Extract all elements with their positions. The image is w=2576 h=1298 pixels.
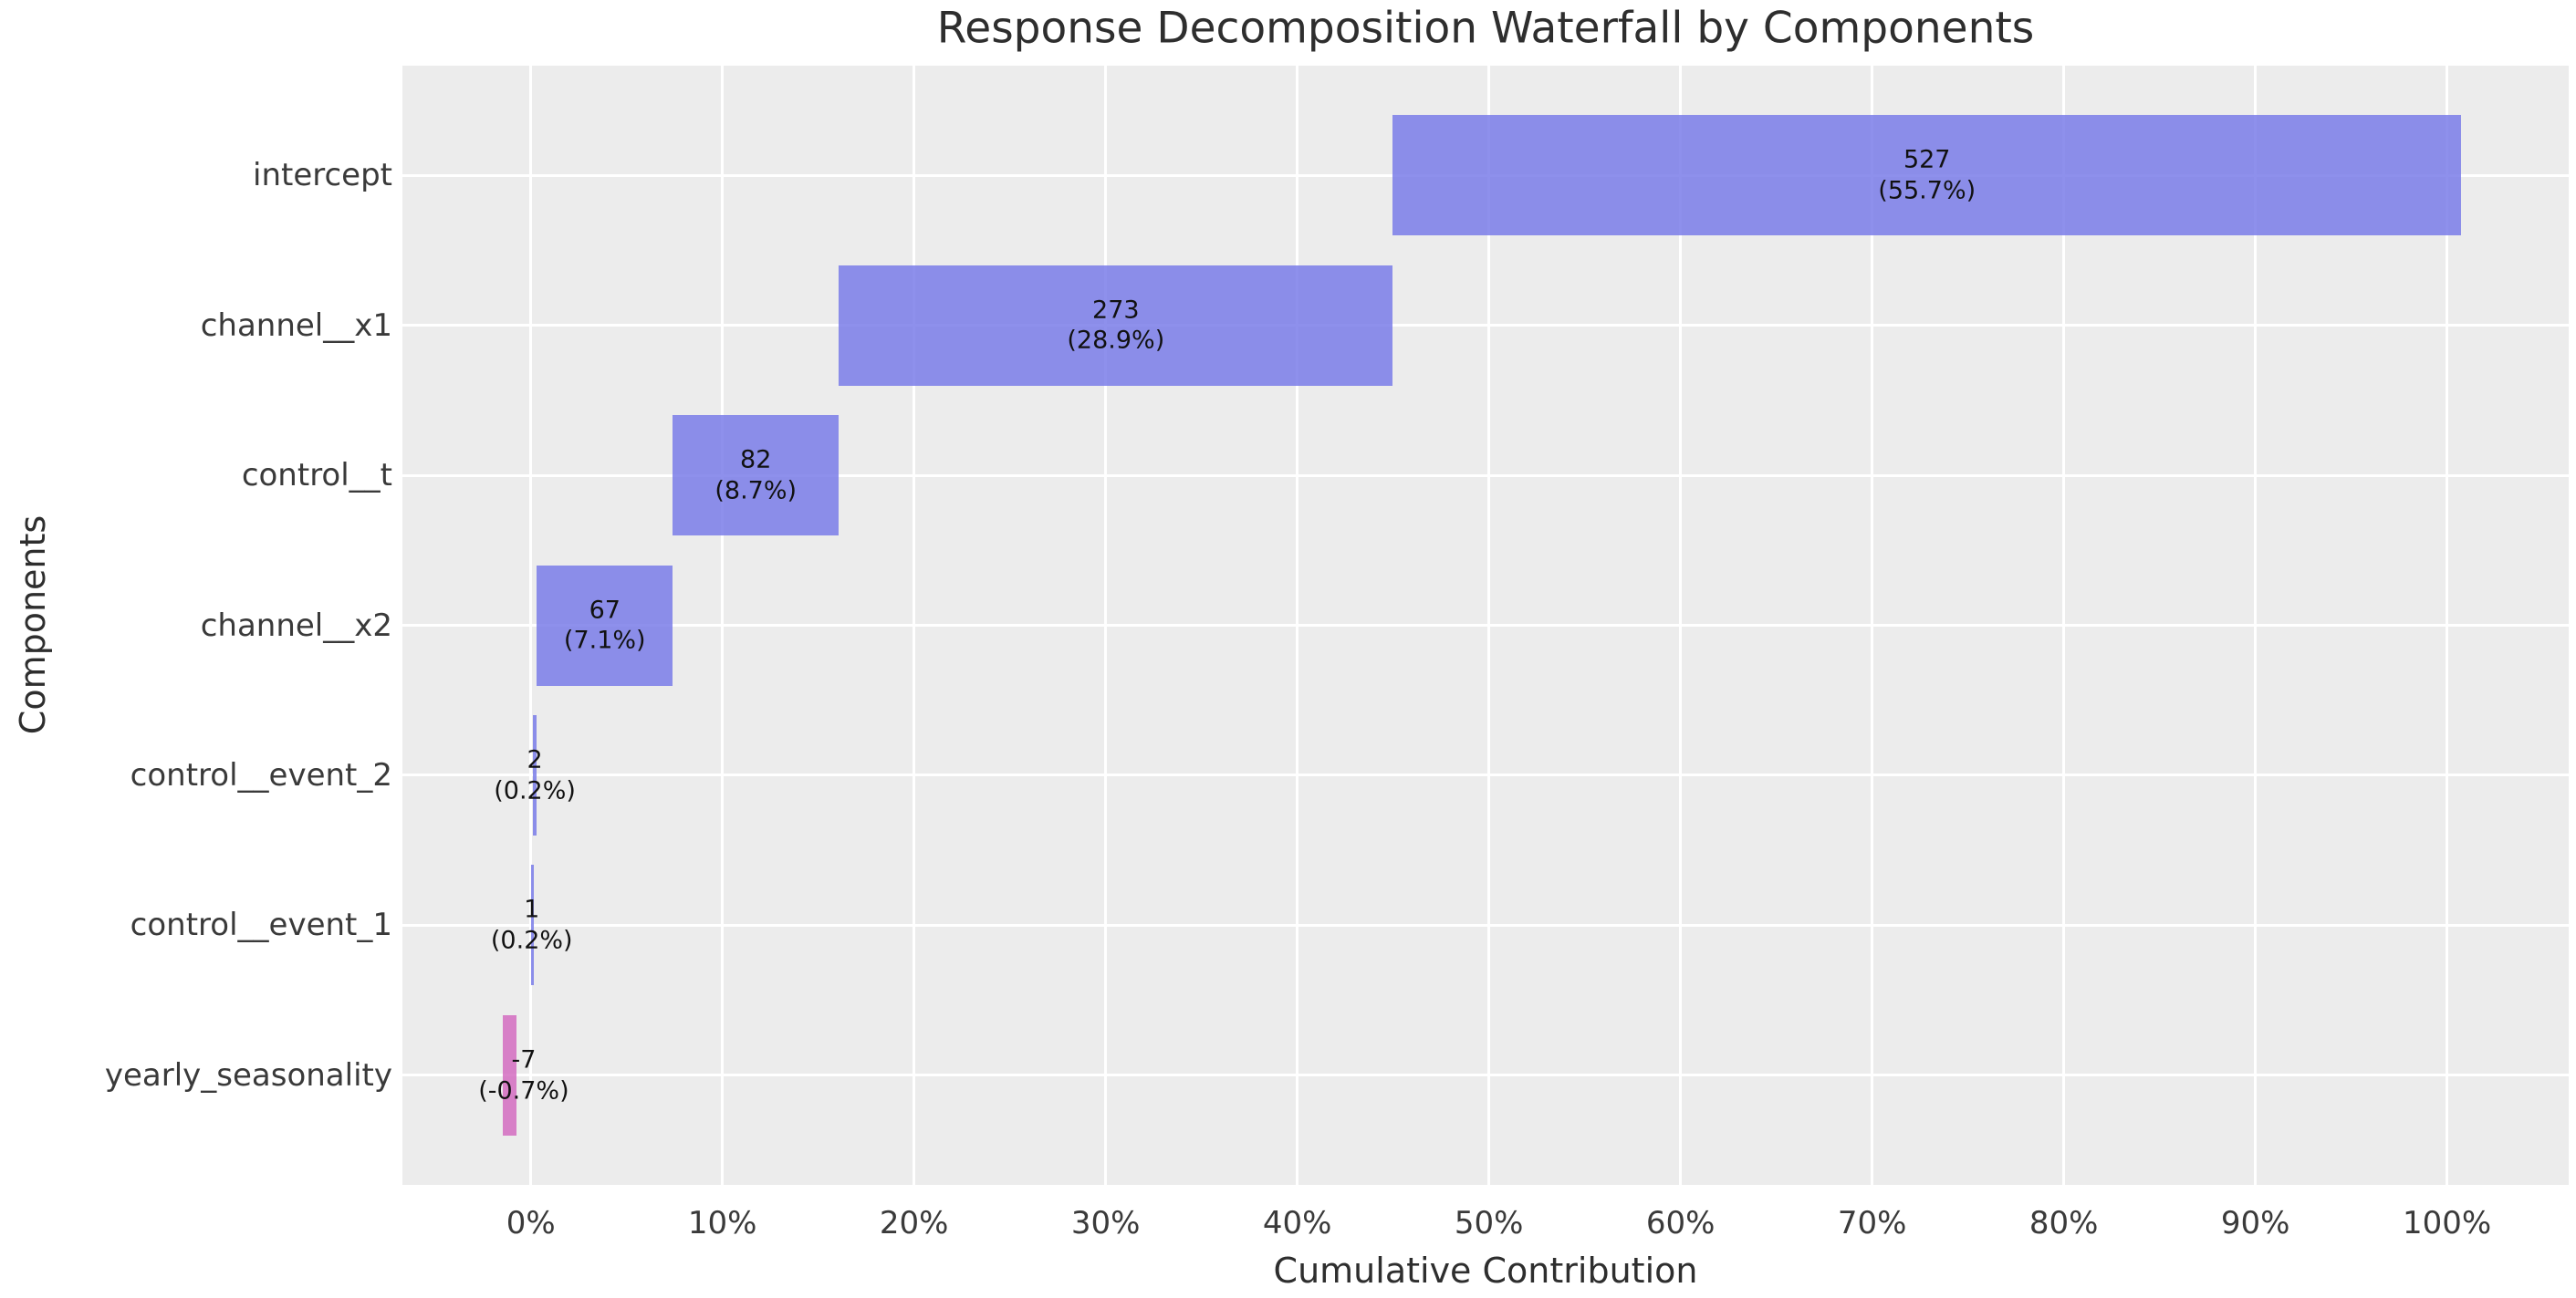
x-tick-label-30%: 30%: [1070, 1205, 1141, 1241]
bar-value-text: -7: [511, 1045, 537, 1075]
bar-label-channel__x1: 273 (28.9%): [1067, 295, 1164, 357]
gridline-horizontal: [402, 774, 2569, 777]
chart-title: Response Decomposition Waterfall by Comp…: [936, 3, 2035, 54]
y-tick-label-intercept: intercept: [253, 157, 392, 194]
bar-percent-text: (55.7%): [1878, 176, 1976, 205]
y-tick-label-control__event_1: control__event_1: [130, 907, 392, 944]
bar-control__event_2: [532, 714, 537, 836]
x-axis-label: Cumulative Contribution: [1273, 1251, 1698, 1291]
x-tick-label-40%: 40%: [1262, 1205, 1332, 1241]
bar-value-text: 2: [527, 745, 543, 774]
x-tick-label-60%: 60%: [1645, 1205, 1716, 1241]
x-tick-label-70%: 70%: [1837, 1205, 1907, 1241]
bar-value-text: 273: [1092, 295, 1140, 324]
x-tick-label-10%: 10%: [687, 1205, 757, 1241]
x-tick-label-80%: 80%: [2028, 1205, 2099, 1241]
bar-value-text: 82: [740, 445, 772, 474]
x-tick-label-100%: 100%: [2403, 1205, 2492, 1241]
bar-percent-text: (0.2%): [494, 775, 576, 805]
bar-value-text: 1: [524, 895, 540, 924]
bar-yearly_seasonality: [502, 1014, 517, 1136]
y-tick-label-yearly_seasonality: yearly_seasonality: [104, 1056, 392, 1094]
bar-value-text: 67: [589, 595, 621, 624]
gridline-horizontal: [402, 473, 2569, 477]
x-tick-label-90%: 90%: [2220, 1205, 2290, 1241]
plot-area: 527 (55.7%) 273 (28.9%) 82 (8.7%) 67 (7.1%) 2 (0.…: [402, 66, 2569, 1185]
bar-percent-text: (-0.7%): [478, 1075, 569, 1105]
gridline-horizontal: [402, 324, 2569, 327]
bar-label-channel__x2: 67 (7.1%): [564, 595, 646, 657]
bar-value-text: 527: [1903, 145, 1951, 174]
y-tick-label-control__event_2: control__event_2: [130, 756, 392, 794]
bar-label-intercept: 527 (55.7%): [1878, 144, 1976, 206]
bar-channel__x2: [537, 565, 673, 686]
x-tick-label-20%: 20%: [879, 1205, 949, 1241]
gridline-horizontal: [402, 624, 2569, 627]
bar-control__event_1: [530, 865, 534, 986]
gridline-horizontal: [402, 1074, 2569, 1077]
bar-percent-text: (0.2%): [490, 926, 573, 955]
bar-label-control__event_2: 2 (0.2%): [494, 744, 576, 806]
bar-intercept: [1392, 115, 2462, 236]
bar-percent-text: (8.7%): [714, 476, 798, 505]
bar-label-yearly_seasonality: -7 (-0.7%): [478, 1044, 568, 1106]
bar-control__t: [673, 415, 840, 536]
y-tick-label-channel__x1: channel__x1: [200, 306, 392, 344]
bar-percent-text: (28.9%): [1067, 326, 1165, 355]
bar-percent-text: (7.1%): [563, 626, 646, 655]
bar-label-control__event_1: 1 (0.2%): [491, 895, 573, 957]
bar-label-control__t: 82 (8.7%): [714, 444, 797, 506]
y-tick-label-channel__x2: channel__x2: [200, 607, 392, 644]
gridline-horizontal: [402, 923, 2569, 927]
x-tick-label-50%: 50%: [1454, 1205, 1524, 1241]
bar-channel__x1: [839, 265, 1393, 386]
x-tick-label-0%: 0%: [506, 1205, 556, 1241]
y-tick-label-control__t: control__t: [241, 457, 392, 494]
